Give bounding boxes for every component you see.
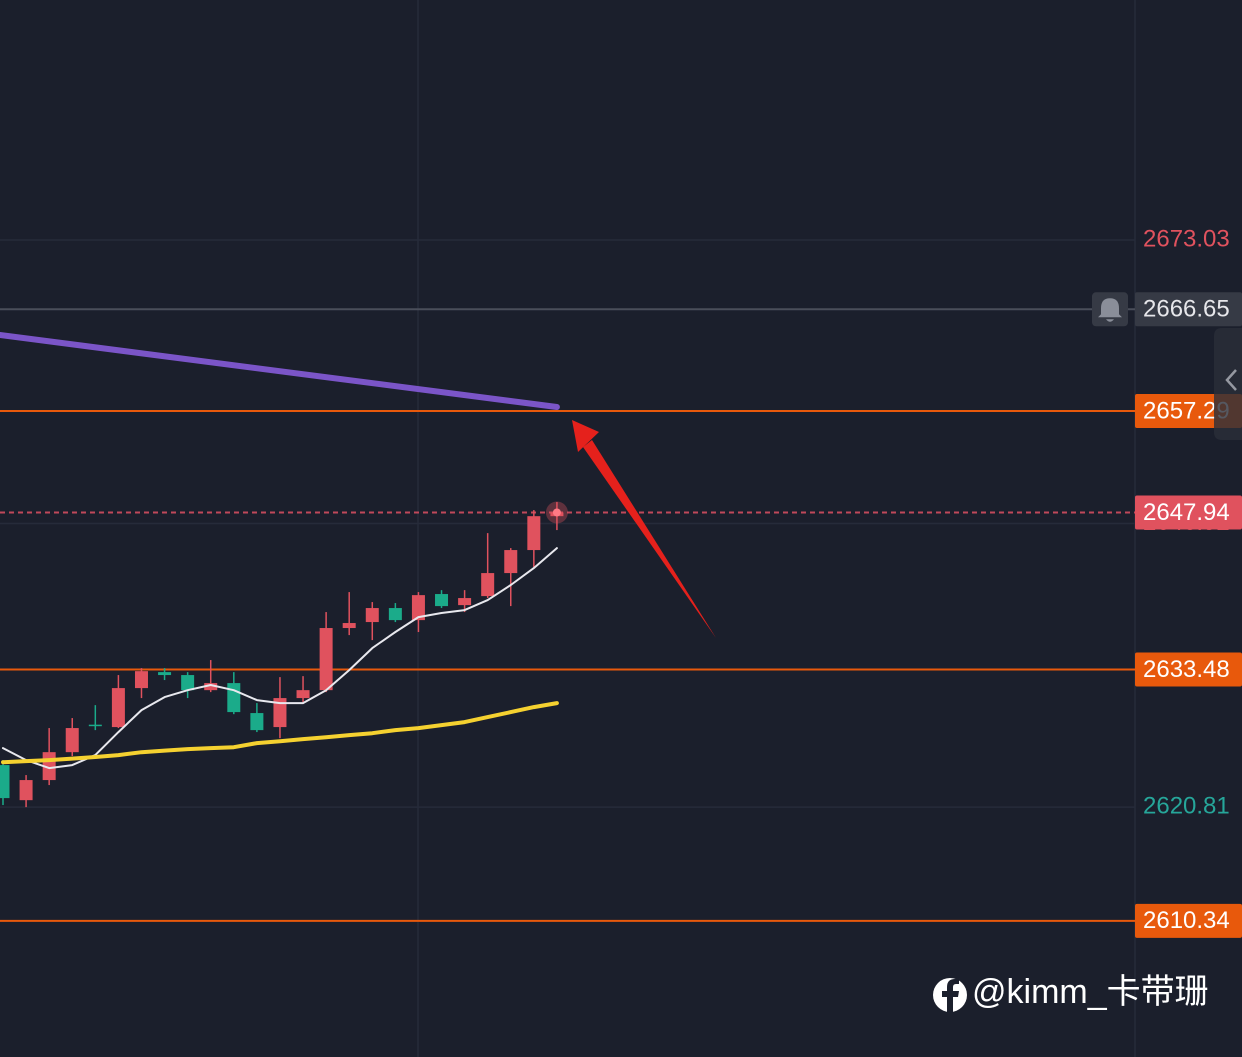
alert-bell [1092,292,1128,327]
axis-label-layer: 2673.032646.922620.812666.652657.292647.… [1092,225,1242,938]
price-label: 2666.65 [1143,296,1230,323]
candle-layer [0,501,568,808]
candle-body [134,671,148,689]
candle-body [527,516,541,551]
annotation-arrow [572,420,716,638]
fb-f [942,979,959,1012]
y-tick-label: 2620.81 [1143,792,1230,819]
price-label-box [1135,652,1242,687]
candle-body [481,573,495,597]
candle-body [319,628,333,691]
side-handle[interactable] [1214,328,1242,440]
price-label: 2647.94 [1143,499,1230,526]
candle-body [250,713,264,731]
watermark: @kimm_卡带珊 [933,973,1209,1012]
candle-body [458,598,472,606]
candle-body [19,780,33,801]
candle-body [388,608,402,621]
arrow-shaft [583,440,716,638]
price-label: 2633.48 [1143,656,1230,683]
series-line [0,332,560,410]
price-label: 2610.34 [1143,907,1230,934]
series-line [1,701,559,765]
series-layer [0,332,560,770]
candle-body [365,608,379,623]
candle-body [342,623,356,629]
price-label-box [1135,292,1242,327]
price-label-box [1135,495,1242,530]
candle-body [111,688,125,728]
candle-body [204,683,218,691]
live-dot [552,508,561,517]
candle-body [227,683,241,713]
price-label-box [1135,903,1242,938]
bell-icon [1098,298,1122,322]
grid-layer [0,239,1135,808]
candle-body [158,672,172,676]
candle-body [88,724,102,727]
candle-body [504,550,518,574]
candle-body [65,728,79,753]
candle-body [296,690,310,699]
watermark-text: @kimm_卡带珊 [972,973,1209,1011]
y-tick-label: 2673.03 [1143,225,1230,252]
candle-body [435,594,449,607]
price-line-layer [0,308,1135,922]
candle-body [181,675,195,691]
candle-body [273,698,287,728]
candle-body [411,595,425,621]
arrow-head [572,420,599,452]
candle-body [0,765,10,799]
chevron [1225,369,1237,391]
